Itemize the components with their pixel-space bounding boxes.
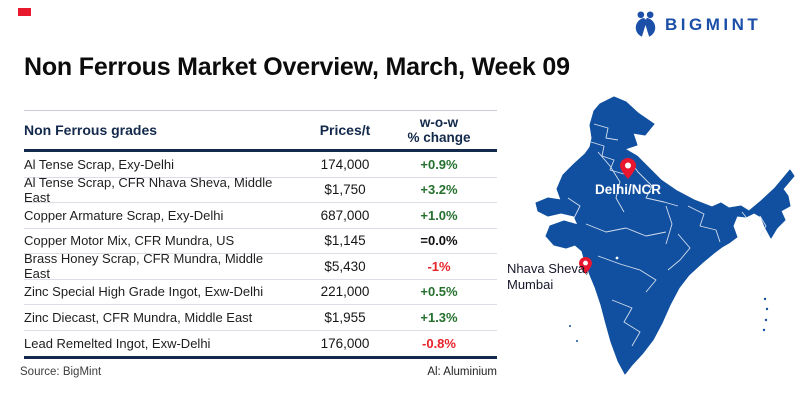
nhava-sheva-label-line1: Nhava Sheva, <box>507 261 589 276</box>
grade-cell: Zinc Diecast, CFR Mundra, Middle East <box>24 309 253 325</box>
table-row: Zinc Diecast, CFR Mundra, Middle East $1,… <box>24 305 497 331</box>
bigmint-logo-text: BIGMINT <box>665 14 762 34</box>
nhava-sheva-pin-icon <box>579 257 592 274</box>
change-cell: +0.5% <box>420 284 458 300</box>
column-header-change-line2: % change <box>407 130 471 145</box>
nhava-sheva-label-line2: Mumbai <box>507 276 554 292</box>
grade-cell: Al Tense Scrap, Exy-Delhi <box>24 156 175 172</box>
table-row: Copper Armature Scrap, Exy-Delhi 687,000 +… <box>24 203 497 229</box>
nhava-sheva-map-label: Nhava Sheva, Mumbai <box>507 261 589 292</box>
grade-cell: Copper Motor Mix, CFR Mundra, US <box>24 233 235 249</box>
grade-cell: Copper Armature Scrap, Exy-Delhi <box>24 207 224 223</box>
andaman-islands <box>569 297 769 342</box>
column-header-change-line1: w-o-w <box>419 115 459 130</box>
india-map <box>535 96 795 375</box>
column-header-prices: Prices/t <box>319 122 371 138</box>
india-silhouette <box>535 96 795 375</box>
table-row: Al Tense Scrap, Exy-Delhi 174,000 +0.9% <box>24 152 497 178</box>
price-cell: $1,145 <box>324 233 366 249</box>
table-rows: Al Tense Scrap, Exy-Delhi 174,000 +0.9% Al … <box>24 152 497 356</box>
page-title: Non Ferrous Market Overview, March, Week… <box>24 53 570 81</box>
column-header-change: w-o-w % change <box>400 115 478 145</box>
change-cell: +3.2% <box>420 182 458 198</box>
table-row: Brass Honey Scrap, CFR Mundra, Middle Ea… <box>24 251 497 282</box>
delhi-map-label: Delhi/NCR <box>594 182 661 197</box>
source-note: Source: BigMint <box>20 366 102 378</box>
bigmint-logo: BIGMINT <box>632 10 761 39</box>
price-cell: 174,000 <box>320 156 370 172</box>
change-cell: =0.0% <box>420 233 458 249</box>
price-cell: 176,000 <box>320 335 370 351</box>
change-cell: +1.3% <box>420 309 458 325</box>
table-header-row: Non Ferrous grades Prices/t w-o-w % chan… <box>24 111 497 149</box>
delhi-pin-icon <box>620 158 636 179</box>
change-cell: +0.9% <box>420 156 458 172</box>
table-row: Al Tense Scrap, CFR Nhava Sheva, Middle … <box>24 174 497 205</box>
price-cell: 221,000 <box>320 284 370 300</box>
change-cell: +1.0% <box>420 207 458 223</box>
city-dot <box>615 256 619 260</box>
table-row: Copper Motor Mix, CFR Mundra, US $1,145 =0… <box>24 229 497 254</box>
brand-accent-mark <box>18 8 31 16</box>
price-cell: $5,430 <box>324 258 366 274</box>
table-header-rule <box>24 149 497 152</box>
column-header-grades: Non Ferrous grades <box>24 122 158 138</box>
price-cell: $1,750 <box>324 182 366 198</box>
grade-cell: Al Tense Scrap, CFR Nhava Sheva, Middle … <box>24 174 273 205</box>
change-cell: -1% <box>427 258 451 274</box>
grade-cell: Lead Remelted Ingot, Exw-Delhi <box>24 335 211 351</box>
table-bottom-rule <box>24 356 497 359</box>
change-cell: -0.8% <box>422 335 456 351</box>
table-top-rule <box>24 110 497 111</box>
abbreviation-note: Al: Aluminium <box>427 366 497 378</box>
grade-cell: Zinc Special High Grade Ingot, Exw-Delhi <box>24 284 264 300</box>
bigmint-logo-icon <box>635 10 656 39</box>
state-borders <box>567 123 767 347</box>
price-cell: $1,955 <box>324 309 366 325</box>
price-cell: 687,000 <box>320 207 370 223</box>
price-table: Non Ferrous grades Prices/t w-o-w % chan… <box>24 110 497 380</box>
table-row: Lead Remelted Ingot, Exw-Delhi 176,000 -0.… <box>24 331 497 357</box>
table-row: Zinc Special High Grade Ingot, Exw-Delhi… <box>24 280 497 305</box>
grade-cell: Brass Honey Scrap, CFR Mundra, Middle Ea… <box>24 251 264 282</box>
